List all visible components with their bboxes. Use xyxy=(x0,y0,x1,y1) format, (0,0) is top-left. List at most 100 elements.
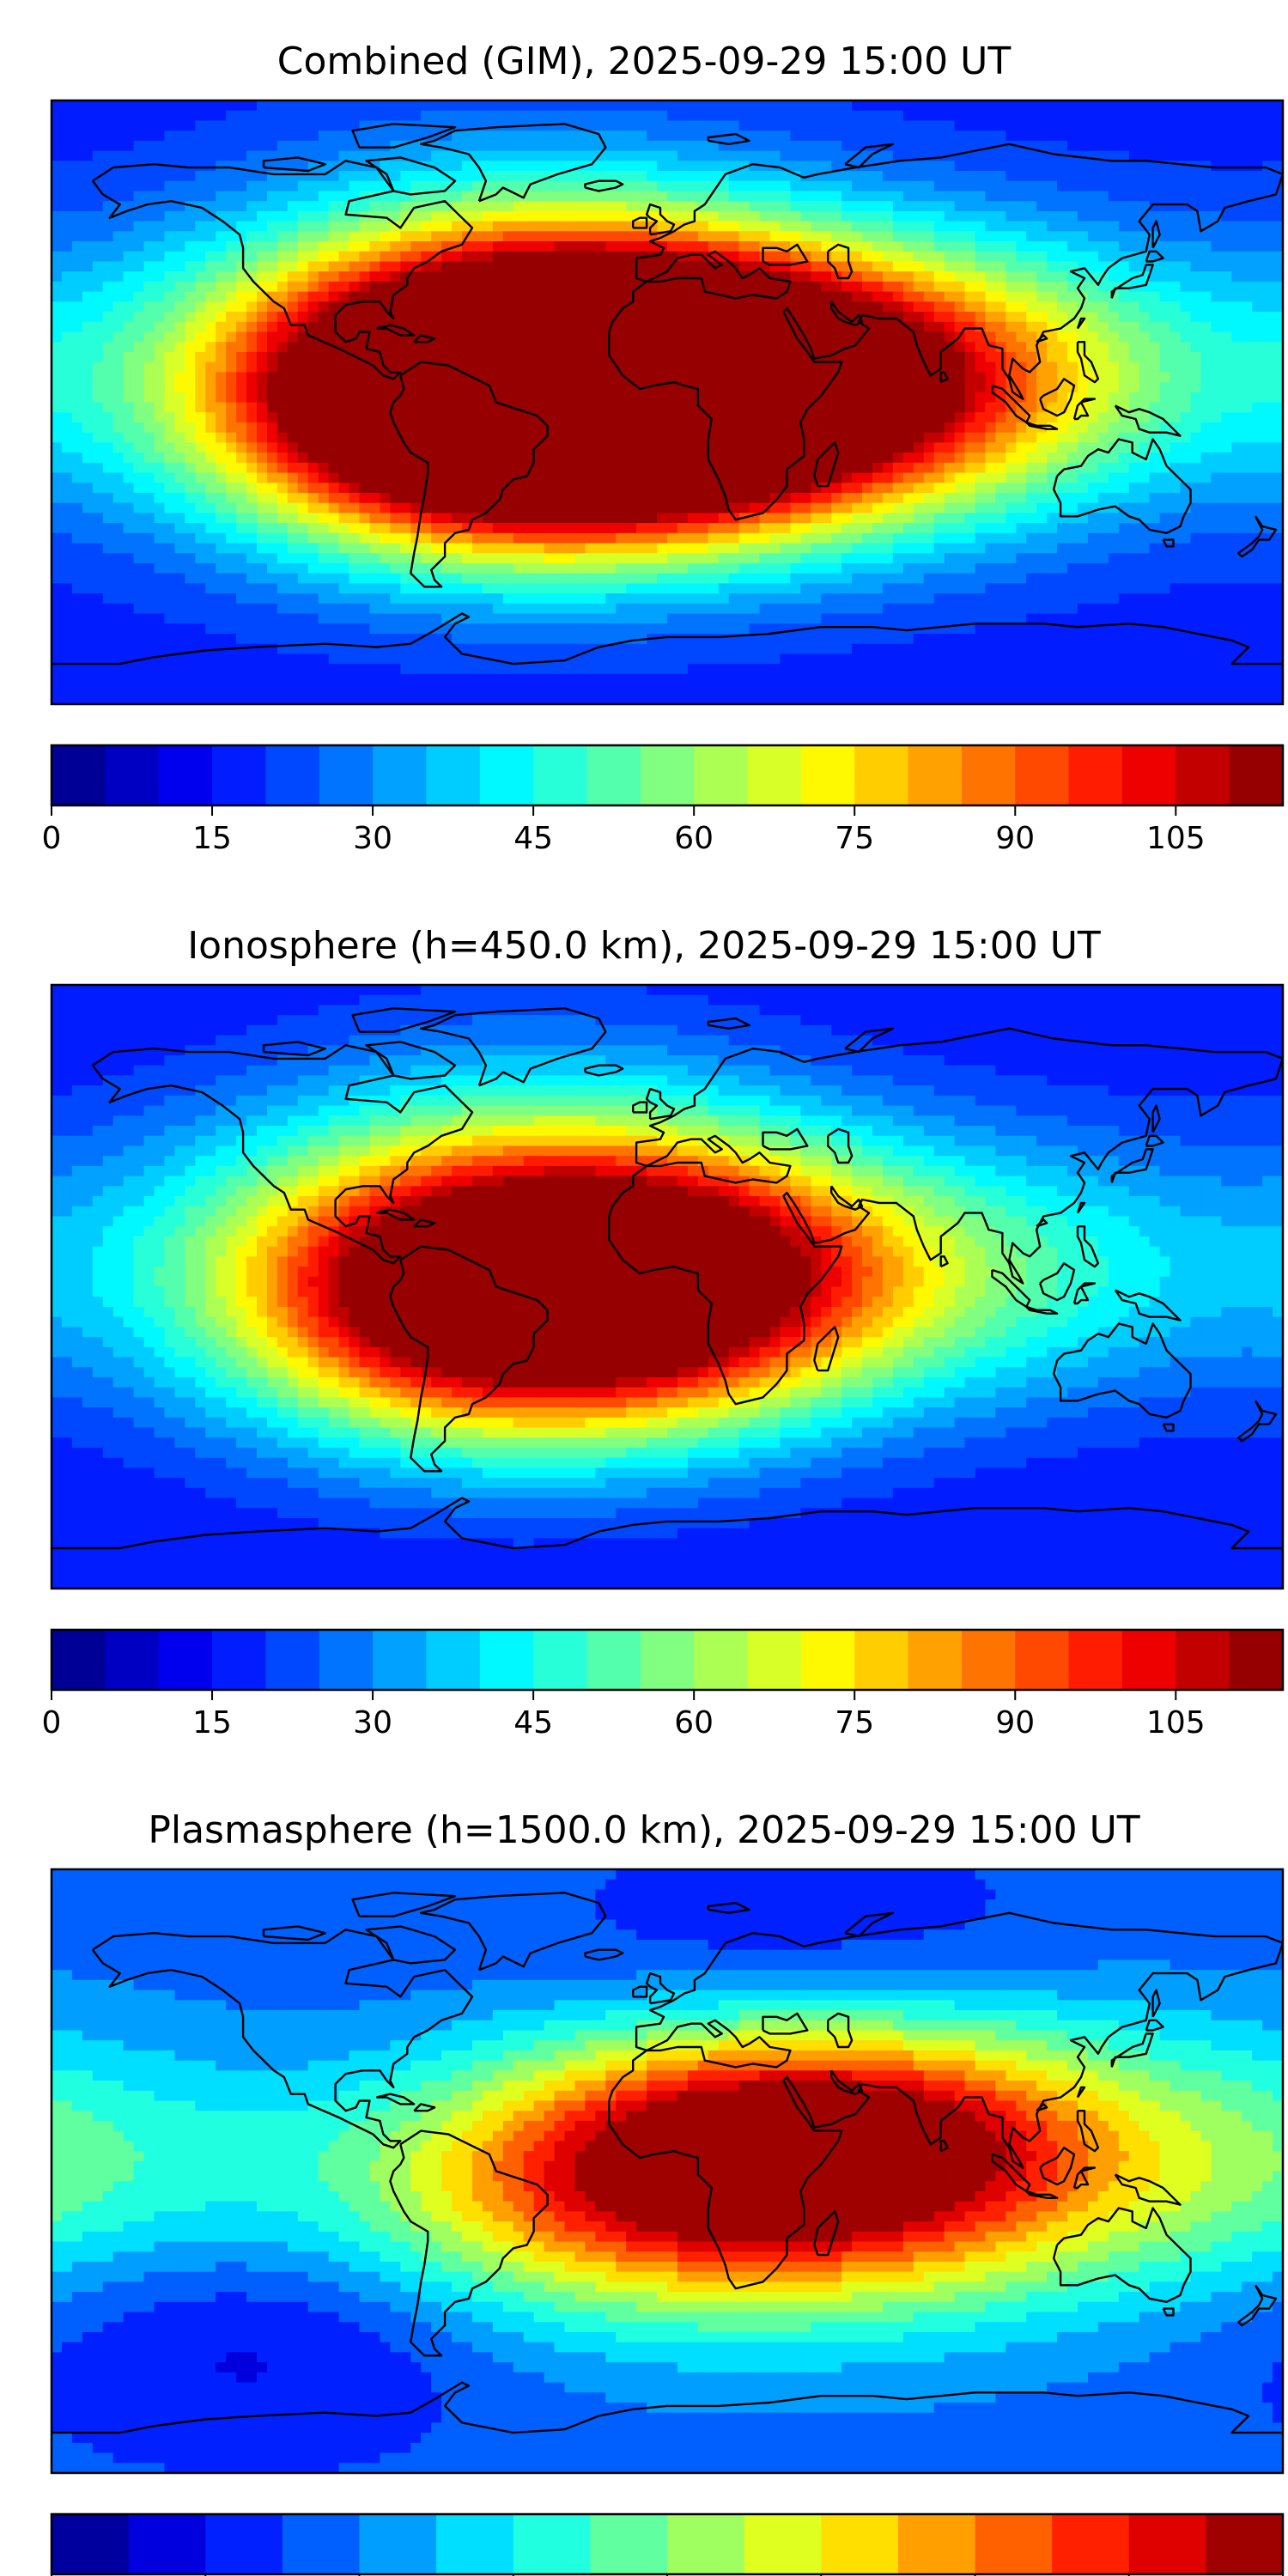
tec-cell xyxy=(790,120,801,131)
tec-cell xyxy=(1170,140,1182,152)
tec-cell xyxy=(728,342,740,353)
tec-cell xyxy=(369,321,380,333)
tec-cell xyxy=(133,331,145,343)
tec-cell xyxy=(800,281,811,293)
tec-cell xyxy=(605,110,617,122)
tec-cell xyxy=(544,291,556,302)
tec-cell xyxy=(297,351,309,363)
tec-cell xyxy=(780,251,791,263)
tec-cell xyxy=(276,120,289,131)
tec-cell xyxy=(852,442,863,453)
tec-cell xyxy=(1221,210,1232,222)
tec-cell xyxy=(1047,131,1058,142)
tec-cell xyxy=(441,161,453,172)
tec-cell xyxy=(595,331,606,343)
tec-cell xyxy=(697,361,709,373)
tec-cell xyxy=(944,331,956,343)
tec-cell xyxy=(1087,281,1099,293)
tec-cell xyxy=(985,261,996,272)
tec-cell xyxy=(338,472,350,483)
tec-cell xyxy=(452,513,463,524)
tec-cell xyxy=(718,342,730,353)
tec-cell xyxy=(964,442,976,453)
tec-cell xyxy=(1190,372,1201,383)
tec-cell xyxy=(697,351,709,363)
tec-cell xyxy=(61,392,73,404)
tec-cell xyxy=(995,432,1006,443)
tec-cell xyxy=(185,120,196,131)
tec-cell xyxy=(431,241,442,252)
tec-cell xyxy=(975,251,987,263)
tec-cell xyxy=(933,442,945,453)
tec-cell xyxy=(164,171,175,182)
tec-cell xyxy=(390,301,401,313)
tec-cell xyxy=(687,402,699,413)
tec-cell xyxy=(276,321,289,333)
tec-cell xyxy=(985,331,996,343)
tec-cell xyxy=(944,171,956,182)
tec-cell xyxy=(544,261,556,272)
tec-cell xyxy=(677,372,689,383)
tec-cell xyxy=(369,351,380,363)
tec-cell xyxy=(821,120,832,131)
tec-cell xyxy=(174,191,185,202)
tec-cell xyxy=(174,140,185,152)
tec-cell xyxy=(913,180,925,192)
tec-cell xyxy=(636,372,647,383)
tec-cell xyxy=(112,442,125,453)
tec-cell xyxy=(677,472,689,483)
tec-cell xyxy=(276,361,289,373)
tec-cell xyxy=(349,221,361,232)
tec-cell xyxy=(380,231,391,242)
tec-cell xyxy=(841,301,853,313)
tec-cell xyxy=(380,312,391,323)
tec-cell xyxy=(441,281,453,293)
tec-cell xyxy=(1273,120,1283,131)
tec-cell xyxy=(657,120,668,131)
tec-cell xyxy=(276,372,289,383)
tec-cell xyxy=(1273,412,1283,423)
tec-cell xyxy=(923,412,935,423)
tec-cell xyxy=(61,331,73,343)
tec-cell xyxy=(482,301,494,313)
tec-cell xyxy=(1170,331,1182,343)
tec-cell xyxy=(595,453,606,464)
tec-cell xyxy=(872,161,884,172)
tec-cell xyxy=(657,502,668,513)
tec-cell xyxy=(523,483,535,494)
tec-cell xyxy=(328,321,340,333)
tec-cell xyxy=(1200,231,1212,242)
tec-cell xyxy=(985,161,996,172)
tec-cell xyxy=(471,392,483,404)
tec-cell xyxy=(1097,361,1109,373)
tec-cell xyxy=(61,281,73,293)
tec-cell xyxy=(933,402,945,413)
tec-cell xyxy=(636,492,647,504)
tec-cell xyxy=(143,161,155,172)
tec-cell xyxy=(852,372,863,383)
tec-cell xyxy=(266,201,278,212)
tec-cell xyxy=(882,502,894,513)
tec-cell xyxy=(657,161,668,172)
tec-cell xyxy=(246,221,258,232)
tec-cell xyxy=(708,492,720,504)
tec-cell xyxy=(523,251,535,263)
tec-cell xyxy=(123,351,135,363)
tec-cell xyxy=(1078,120,1089,131)
tec-cell xyxy=(123,472,135,483)
tec-cell xyxy=(975,492,987,504)
tec-cell xyxy=(276,432,289,443)
tec-cell xyxy=(1231,261,1242,272)
tec-cell xyxy=(164,140,175,152)
tec-cell xyxy=(1231,442,1242,453)
tec-cell xyxy=(390,342,401,353)
tec-cell xyxy=(287,180,299,192)
tec-cell xyxy=(841,472,853,483)
tec-cell xyxy=(697,150,709,161)
tec-cell xyxy=(52,331,63,343)
tec-cell xyxy=(154,392,166,404)
tec-cell xyxy=(533,372,545,383)
tec-cell xyxy=(636,351,647,363)
tec-cell xyxy=(502,453,514,464)
tec-cell xyxy=(482,210,494,222)
